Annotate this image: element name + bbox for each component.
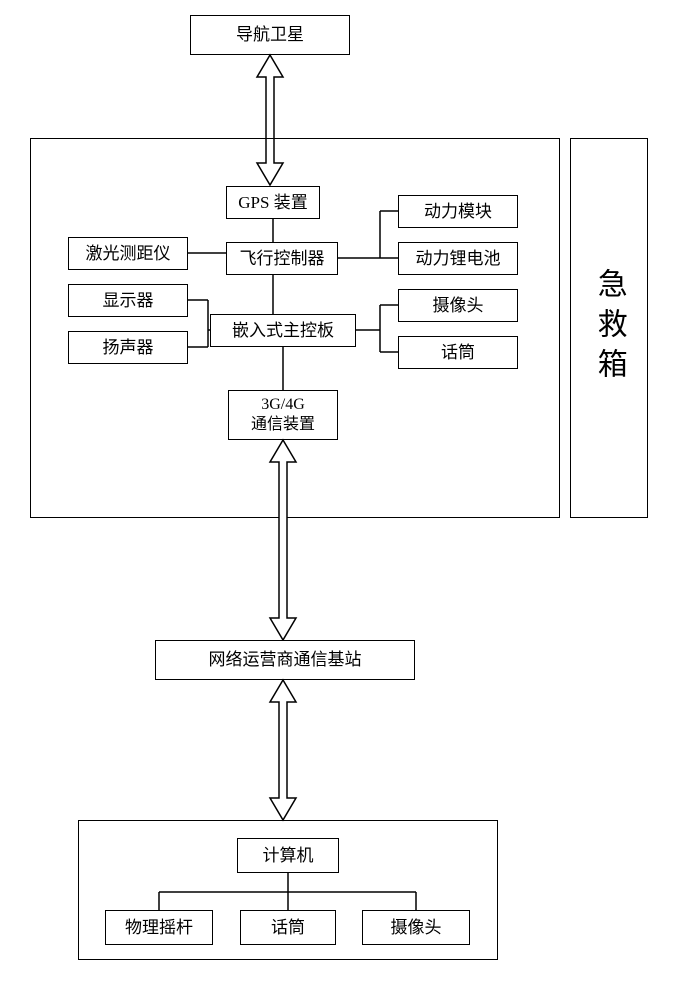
label: GPS 装置 — [238, 192, 307, 213]
label: 显示器 — [103, 290, 154, 311]
label: 话筒 — [271, 917, 305, 938]
node-joystick: 物理摇杆 — [105, 910, 213, 945]
node-mic-bottom: 话筒 — [240, 910, 336, 945]
node-mic-top: 话筒 — [398, 336, 518, 369]
node-first-aid: 急救箱 — [570, 138, 648, 518]
node-power-module: 动力模块 — [398, 195, 518, 228]
node-camera-top: 摄像头 — [398, 289, 518, 322]
node-speaker: 扬声器 — [68, 331, 188, 364]
node-display: 显示器 — [68, 284, 188, 317]
label: 急救箱 — [590, 268, 628, 388]
node-satellite: 导航卫星 — [190, 15, 350, 55]
node-gps: GPS 装置 — [226, 186, 320, 219]
node-laser: 激光测距仪 — [68, 237, 188, 270]
label: 摄像头 — [391, 917, 442, 938]
label: 动力锂电池 — [416, 248, 501, 269]
label: 计算机 — [263, 845, 314, 866]
label: 网络运营商通信基站 — [209, 649, 362, 670]
node-mainboard: 嵌入式主控板 — [210, 314, 356, 347]
label: 嵌入式主控板 — [232, 320, 334, 341]
label: 3G/4G 通信装置 — [251, 395, 315, 435]
node-comm: 3G/4G 通信装置 — [228, 390, 338, 440]
node-flight-ctrl: 飞行控制器 — [226, 242, 338, 275]
node-base-station: 网络运营商通信基站 — [155, 640, 415, 680]
arrow-base-ground — [270, 680, 296, 820]
node-computer: 计算机 — [237, 838, 339, 873]
label: 话筒 — [441, 342, 475, 363]
node-camera-bottom: 摄像头 — [362, 910, 470, 945]
node-battery: 动力锂电池 — [398, 242, 518, 275]
label: 飞行控制器 — [240, 248, 325, 269]
label: 扬声器 — [103, 337, 154, 358]
label: 激光测距仪 — [86, 243, 171, 264]
label: 摄像头 — [433, 295, 484, 316]
label: 导航卫星 — [236, 24, 304, 45]
label: 物理摇杆 — [125, 917, 193, 938]
label: 动力模块 — [424, 201, 492, 222]
